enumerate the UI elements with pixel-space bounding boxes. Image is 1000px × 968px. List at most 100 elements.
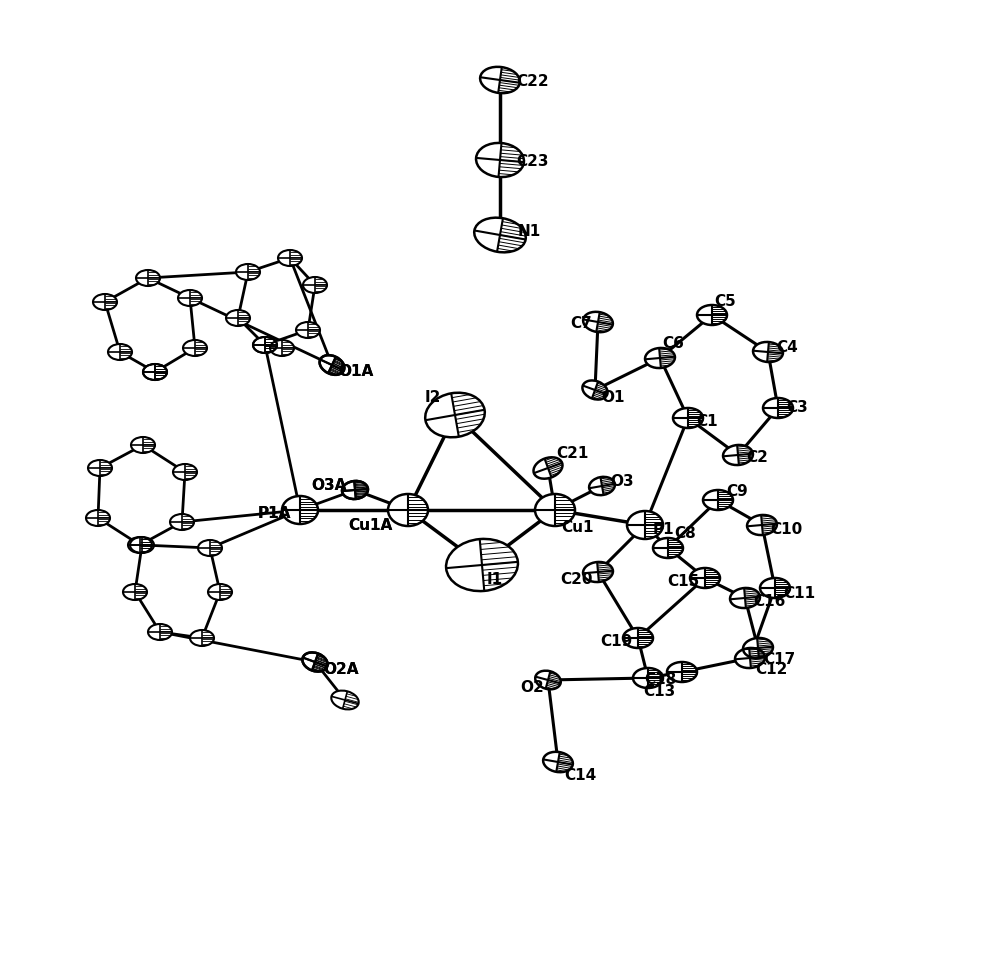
Text: C6: C6 <box>662 337 684 351</box>
Ellipse shape <box>583 562 613 582</box>
Ellipse shape <box>730 588 760 608</box>
Ellipse shape <box>653 538 683 558</box>
Ellipse shape <box>667 662 697 682</box>
Ellipse shape <box>86 510 110 526</box>
Text: Cu1A: Cu1A <box>348 519 392 533</box>
Text: C13: C13 <box>643 684 675 700</box>
Ellipse shape <box>703 490 733 510</box>
Ellipse shape <box>474 218 526 253</box>
Ellipse shape <box>253 337 277 353</box>
Ellipse shape <box>320 355 344 375</box>
Ellipse shape <box>303 277 327 293</box>
Ellipse shape <box>388 494 428 526</box>
Ellipse shape <box>282 496 318 524</box>
Text: O2: O2 <box>520 681 544 695</box>
Ellipse shape <box>136 270 160 286</box>
Ellipse shape <box>296 322 320 338</box>
Text: O2A: O2A <box>323 662 358 678</box>
Ellipse shape <box>480 67 520 93</box>
Ellipse shape <box>535 671 561 689</box>
Text: C11: C11 <box>783 586 815 600</box>
Ellipse shape <box>128 537 152 553</box>
Ellipse shape <box>331 690 359 710</box>
Ellipse shape <box>170 514 194 530</box>
Text: I1: I1 <box>487 572 503 588</box>
Text: C8: C8 <box>674 527 696 541</box>
Text: Cu1A: Cu1A <box>348 519 392 533</box>
Ellipse shape <box>535 494 575 526</box>
Ellipse shape <box>760 578 790 598</box>
Ellipse shape <box>476 143 524 177</box>
Ellipse shape <box>425 393 485 438</box>
Ellipse shape <box>673 408 703 428</box>
Ellipse shape <box>278 250 302 266</box>
Ellipse shape <box>226 310 250 326</box>
Ellipse shape <box>633 668 663 688</box>
Ellipse shape <box>123 584 147 600</box>
Text: O2A: O2A <box>323 662 358 678</box>
Text: O3A: O3A <box>311 478 346 494</box>
Ellipse shape <box>589 477 615 496</box>
Text: O3: O3 <box>610 474 634 490</box>
Text: C10: C10 <box>770 523 802 537</box>
Text: C17: C17 <box>763 652 795 668</box>
Ellipse shape <box>743 638 773 658</box>
Text: C14: C14 <box>564 769 596 783</box>
Ellipse shape <box>253 337 277 353</box>
Ellipse shape <box>183 340 207 356</box>
Text: C4: C4 <box>776 340 798 354</box>
Text: N1: N1 <box>518 224 541 238</box>
Ellipse shape <box>627 511 663 539</box>
Ellipse shape <box>342 481 368 499</box>
Text: O1A: O1A <box>338 364 373 378</box>
Text: I2: I2 <box>425 389 441 405</box>
Ellipse shape <box>623 628 653 648</box>
Ellipse shape <box>723 445 753 465</box>
Text: C22: C22 <box>516 75 549 89</box>
Text: C19: C19 <box>600 634 632 650</box>
Text: P1A: P1A <box>258 506 291 522</box>
Ellipse shape <box>582 380 608 400</box>
Text: C18: C18 <box>644 673 676 687</box>
Ellipse shape <box>302 652 328 672</box>
Ellipse shape <box>236 264 260 280</box>
Ellipse shape <box>93 294 117 310</box>
Text: C1: C1 <box>696 414 718 430</box>
Ellipse shape <box>148 624 172 640</box>
Ellipse shape <box>178 290 202 306</box>
Text: P1: P1 <box>653 522 675 536</box>
Text: P1A: P1A <box>258 506 291 522</box>
Text: C5: C5 <box>714 293 736 309</box>
Text: C15: C15 <box>667 574 699 590</box>
Ellipse shape <box>533 457 563 479</box>
Ellipse shape <box>753 342 783 362</box>
Text: C23: C23 <box>516 155 548 169</box>
Text: Cu1: Cu1 <box>561 521 594 535</box>
Text: C2: C2 <box>746 449 768 465</box>
Ellipse shape <box>88 460 112 476</box>
Ellipse shape <box>270 340 294 356</box>
Ellipse shape <box>131 437 155 453</box>
Text: O3A: O3A <box>311 478 346 494</box>
Ellipse shape <box>208 584 232 600</box>
Ellipse shape <box>690 568 720 588</box>
Text: C12: C12 <box>755 662 787 678</box>
Ellipse shape <box>697 305 727 325</box>
Text: O1: O1 <box>601 390 624 406</box>
Ellipse shape <box>583 312 613 332</box>
Ellipse shape <box>342 481 368 499</box>
Text: C7: C7 <box>570 317 592 331</box>
Ellipse shape <box>763 398 793 418</box>
Ellipse shape <box>130 537 154 553</box>
Ellipse shape <box>320 355 344 375</box>
Text: C16: C16 <box>753 594 785 610</box>
Ellipse shape <box>108 344 132 360</box>
Ellipse shape <box>198 540 222 556</box>
Ellipse shape <box>302 652 328 672</box>
Text: C21: C21 <box>556 446 588 462</box>
Text: C9: C9 <box>726 485 748 499</box>
Text: C20: C20 <box>560 572 592 588</box>
Ellipse shape <box>543 752 573 772</box>
Text: O1A: O1A <box>338 364 373 378</box>
Ellipse shape <box>747 515 777 535</box>
